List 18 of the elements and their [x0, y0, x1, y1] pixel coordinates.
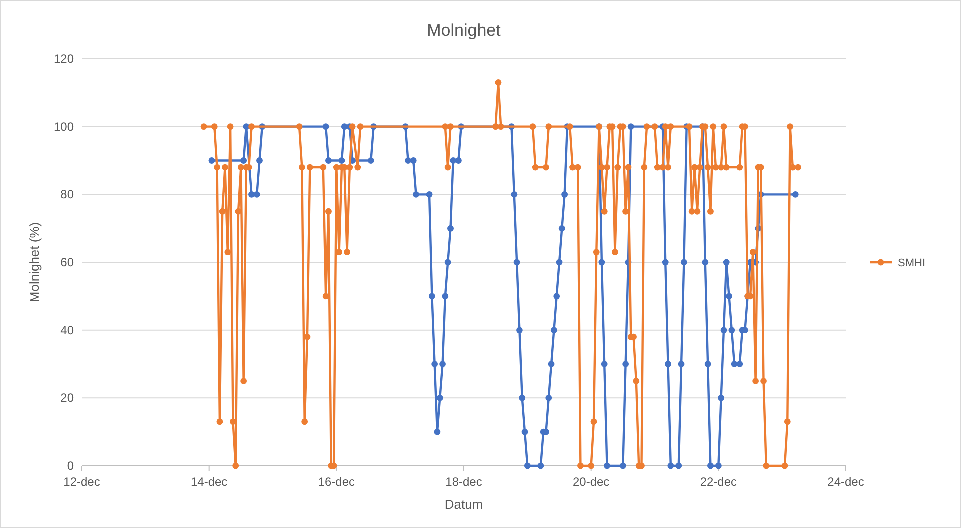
- y-tick-label: 80: [60, 188, 74, 202]
- legend-label: SMHI: [898, 258, 926, 270]
- y-tick-label: 60: [60, 256, 74, 270]
- y-tick-label: 40: [60, 323, 74, 338]
- y-tick-label: 0: [67, 459, 74, 473]
- y-tick-label: 120: [54, 52, 74, 66]
- x-tick-label: 22-dec: [700, 475, 738, 489]
- y-tick-label: 100: [54, 120, 74, 134]
- y-tick-label: 20: [60, 391, 74, 406]
- y-axis-title: Molnighet (%): [27, 222, 42, 303]
- x-tick-label: 16-dec: [318, 475, 356, 489]
- x-tick-label: 12-dec: [64, 475, 100, 489]
- x-tick-label: 24-dec: [828, 475, 864, 489]
- x-tick-label: 18-dec: [446, 475, 482, 489]
- chart-title: Molnighet: [427, 21, 502, 40]
- x-tick-label: 14-dec: [190, 475, 228, 489]
- x-axis-title: Datum: [444, 497, 484, 512]
- x-tick-label: 20-dec: [572, 475, 610, 489]
